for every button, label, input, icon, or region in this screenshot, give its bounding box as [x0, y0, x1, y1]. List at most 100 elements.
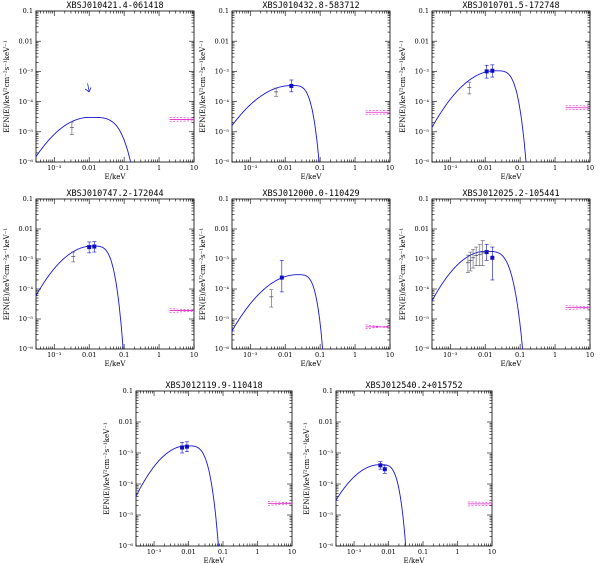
axes-frame	[431, 10, 591, 163]
x-tick-label: 0.01	[478, 164, 492, 172]
axes-frame	[35, 10, 195, 163]
plot-area	[232, 260, 390, 349]
y-tick-label: 0.01	[19, 37, 33, 45]
plot-area	[136, 441, 292, 546]
y-tick-label: 10⁻⁵	[415, 128, 430, 136]
x-axis-label: E/keV	[501, 173, 523, 181]
x-tick-label: 10⁻³	[47, 351, 62, 359]
x-tick-label: 10	[190, 164, 198, 172]
uv-point	[490, 68, 495, 73]
x-tick-label: 10⁻³	[147, 548, 162, 556]
x-tick-label: 0.01	[181, 548, 195, 556]
xray-upper-bound	[169, 117, 194, 119]
sed-panel-4: 10⁻³ 0.01 0.1 1 10 0.1 0.01 10⁻³ 10⁻⁴ 10⁻⁵ 10⁻⁶ XBS…	[3, 189, 198, 368]
sed-panel-5: 10⁻³ 0.01 0.1 1 10 0.1 0.01 10⁻³ 10⁻⁴ 10⁻⁵ 10⁻⁶ XBS…	[199, 189, 394, 368]
uv-point	[279, 275, 284, 280]
y-tick-label: 0.01	[415, 225, 429, 233]
sed-panel-1: 10⁻³ 0.01 0.1 1 10 0.1 0.01 10⁻³ 10⁻⁴ 10⁻⁵ 10⁻⁶ XBS…	[3, 1, 198, 181]
x-tick-label: 0.1	[315, 351, 325, 359]
y-tick-label: 10⁻⁶	[119, 542, 134, 550]
panel-title: XBSJ012540.2+015752	[365, 381, 462, 391]
model-curve	[36, 245, 124, 349]
sed-panel-6: 10⁻³ 0.01 0.1 1 10 0.1 0.01 10⁻³ 10⁻⁴ 10⁻⁵ 10⁻⁶ XBS…	[399, 189, 594, 368]
axes-frame	[431, 198, 591, 350]
y-tick-label: 0.01	[415, 37, 429, 45]
x-tick-label: 0.01	[278, 164, 292, 172]
x-tick-label: 0.1	[315, 164, 325, 172]
uv-point	[180, 445, 185, 450]
x-tick-label: 10	[386, 164, 394, 172]
x-tick-label: 1	[553, 164, 557, 172]
y-tick-label: 10⁻⁵	[19, 315, 34, 323]
x-tick-label: 1	[353, 351, 357, 359]
x-tick-label: 1	[157, 164, 161, 172]
x-tick-label: 0.1	[119, 164, 129, 172]
x-tick-label: 10⁻³	[243, 351, 258, 359]
x-tick-label: 0.01	[278, 351, 292, 359]
y-tick-label: 0.1	[123, 387, 133, 395]
y-tick-label: 0.1	[23, 7, 33, 15]
model-curve	[432, 250, 524, 349]
y-tick-label: 10⁻⁴	[215, 285, 230, 293]
y-tick-label: 0.01	[119, 418, 133, 426]
x-tick-label: 0.1	[515, 351, 525, 359]
x-tick-label: 0.1	[515, 164, 525, 172]
axes-frame	[135, 390, 293, 547]
y-tick-label: 10⁻⁵	[215, 128, 230, 136]
xray-lower-bound	[365, 325, 390, 330]
y-tick-label: 0.1	[419, 7, 429, 15]
y-tick-label: 10⁻⁶	[19, 345, 34, 353]
plot-area	[432, 64, 590, 162]
x-tick-label: 10⁻³	[243, 164, 258, 172]
model-curve	[232, 274, 324, 349]
xray-lower-bound	[169, 310, 194, 313]
xray-upper-bound	[467, 501, 492, 503]
x-axis-label: E/keV	[404, 557, 426, 563]
y-tick-label: 10⁻⁴	[319, 480, 334, 488]
model-curve	[232, 85, 320, 162]
uv-point	[484, 250, 489, 255]
x-tick-label: 10	[190, 351, 198, 359]
x-tick-label: 10	[288, 548, 296, 556]
y-tick-label: 10⁻³	[319, 449, 334, 457]
y-tick-label: 0.01	[319, 418, 333, 426]
y-axis-label: EFN(E)/keV²cm⁻²s⁻¹keV⁻¹	[3, 40, 11, 133]
x-tick-label: 0.01	[82, 351, 96, 359]
x-tick-label: 10⁻³	[347, 548, 362, 556]
y-tick-label: 0.1	[323, 387, 333, 395]
sed-panel-8: 10⁻³ 0.01 0.1 1 10 0.1 0.01 10⁻³ 10⁻⁴ 10⁻⁵ 10⁻⁶ XBS…	[303, 381, 496, 563]
upper-limit-arrowhead	[84, 87, 92, 93]
uv-point	[378, 463, 383, 468]
y-tick-label: 0.01	[215, 225, 229, 233]
y-tick-label: 10⁻⁴	[119, 480, 134, 488]
x-tick-label: 10⁻³	[47, 164, 62, 172]
x-axis-label: E/keV	[105, 360, 127, 368]
y-tick-label: 10⁻⁶	[415, 345, 430, 353]
y-tick-label: 10⁻⁴	[415, 285, 430, 293]
y-tick-label: 10⁻⁵	[19, 128, 34, 136]
model-curve	[136, 445, 219, 546]
y-tick-label: 10⁻³	[19, 68, 34, 76]
uv-point	[184, 444, 189, 449]
y-tick-label: 10⁻³	[119, 449, 134, 457]
x-tick-label: 1	[455, 548, 459, 556]
y-tick-label: 10⁻⁴	[19, 285, 34, 293]
panel-title: XBSJ012000.0-110429	[262, 189, 359, 199]
panel-title: XBSJ010432.8-583712	[262, 1, 359, 11]
x-tick-label: 1	[553, 351, 557, 359]
y-tick-label: 0.1	[419, 195, 429, 203]
uv-point	[484, 69, 489, 74]
y-tick-label: 10⁻³	[19, 255, 34, 263]
x-tick-label: 10⁻³	[443, 351, 458, 359]
y-axis-label: EFN(E)/keV²cm⁻²s⁻¹keV⁻¹	[199, 40, 207, 133]
xray-upper-bound	[565, 305, 590, 308]
y-tick-label: 10⁻⁶	[415, 158, 430, 166]
uv-point	[92, 244, 97, 249]
uv-point	[382, 467, 387, 472]
y-tick-label: 10⁻⁴	[215, 98, 230, 106]
plot-area	[36, 83, 194, 162]
y-tick-label: 10⁻⁵	[119, 511, 134, 519]
x-tick-label: 10	[586, 164, 594, 172]
panel-title: XBSJ010747.2-172044	[66, 189, 163, 199]
plot-area	[432, 240, 590, 349]
